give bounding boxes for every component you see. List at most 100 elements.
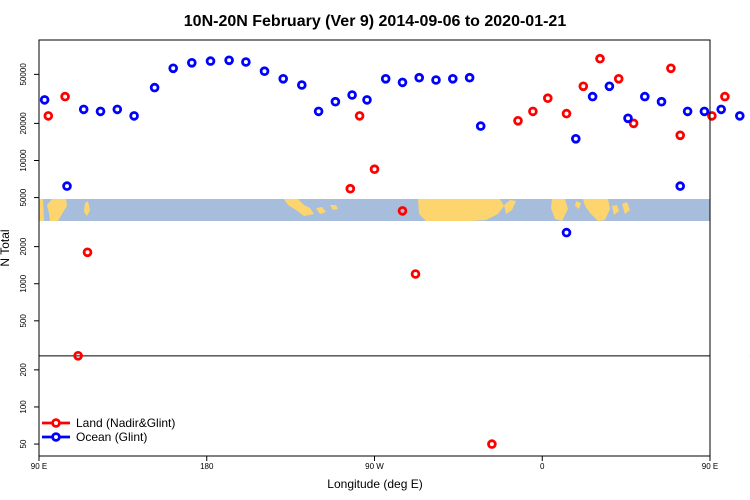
x-axis-label: Longitude (deg E) bbox=[327, 477, 422, 491]
y-axis-label: N Total bbox=[0, 229, 12, 266]
legend-item: Land (Nadir&Glint) bbox=[42, 416, 175, 430]
map-landmass bbox=[316, 207, 326, 214]
land-point bbox=[60, 91, 70, 102]
ocean-point bbox=[187, 57, 197, 68]
ocean-point bbox=[639, 91, 650, 102]
ocean-point bbox=[112, 104, 123, 115]
land-point bbox=[354, 111, 365, 121]
ocean-point bbox=[347, 90, 357, 100]
ocean-point bbox=[431, 75, 441, 85]
land-point bbox=[707, 111, 717, 121]
x-tick-label: 90 W bbox=[365, 462, 384, 471]
ocean-point bbox=[414, 72, 425, 83]
ocean-point bbox=[129, 111, 139, 121]
ocean-point bbox=[604, 81, 615, 92]
ocean-point bbox=[330, 96, 341, 107]
ocean-point bbox=[475, 121, 486, 131]
ocean-point bbox=[734, 111, 745, 121]
land-point bbox=[410, 269, 421, 279]
ocean-point bbox=[95, 106, 106, 117]
map-landmass bbox=[612, 205, 619, 215]
ocean-point bbox=[656, 96, 667, 107]
land-point bbox=[720, 91, 730, 102]
ocean-point bbox=[296, 80, 307, 90]
ocean-point bbox=[78, 104, 89, 115]
land-point bbox=[595, 53, 605, 64]
plot-frame bbox=[38, 39, 711, 457]
ocean-point bbox=[699, 106, 710, 117]
y-axis: 50 100 200 500 1000 2000 5000 10000 20000 50000 bbox=[19, 63, 39, 449]
land-point bbox=[369, 164, 380, 175]
y-tick-label: 50000 bbox=[19, 63, 28, 86]
land-point bbox=[513, 116, 523, 126]
y-tick-label: 1000 bbox=[19, 274, 28, 292]
ocean-point bbox=[447, 74, 458, 84]
map-landmass bbox=[84, 201, 90, 216]
legend-marker bbox=[51, 432, 61, 442]
land-point bbox=[397, 206, 408, 216]
ocean-point bbox=[168, 63, 179, 74]
y-tick-label: 10000 bbox=[19, 149, 28, 172]
y-tick-label: 20000 bbox=[19, 112, 28, 135]
y-tick-label: 200 bbox=[19, 363, 28, 377]
land-point bbox=[528, 106, 538, 117]
ocean-point bbox=[587, 91, 598, 102]
legend: Land (Nadir&Glint)Ocean (Glint) bbox=[42, 416, 175, 444]
ocean-point bbox=[561, 227, 572, 238]
legend-item: Ocean (Glint) bbox=[42, 430, 147, 444]
ocean-point bbox=[39, 95, 50, 105]
map-ocean bbox=[39, 199, 710, 221]
ocean-point bbox=[241, 57, 251, 67]
ocean-point bbox=[464, 72, 475, 83]
land-point bbox=[578, 81, 589, 92]
ocean-point bbox=[675, 181, 685, 191]
ocean-point bbox=[570, 134, 581, 144]
ocean-point bbox=[623, 113, 633, 124]
world-map-band bbox=[39, 199, 710, 221]
land-point bbox=[345, 183, 356, 194]
y-tick-label: 2000 bbox=[19, 237, 28, 255]
x-tick-label: 90 E bbox=[31, 462, 47, 471]
ocean-point bbox=[149, 82, 160, 93]
map-landmass bbox=[504, 200, 516, 214]
y-tick-label: 50 bbox=[19, 439, 28, 448]
ocean-point bbox=[224, 55, 234, 66]
ocean-point bbox=[380, 74, 391, 84]
ocean-point bbox=[682, 106, 693, 117]
ocean-point bbox=[278, 74, 289, 84]
land-point bbox=[675, 130, 685, 141]
map-landmass bbox=[284, 199, 314, 216]
chart-title: 10N-20N February (Ver 9) 2014-09-06 to 2… bbox=[184, 13, 567, 30]
map-landmass bbox=[39, 199, 44, 221]
x-axis: 90 E 180 90 W 0 90 E bbox=[31, 456, 718, 471]
x-tick-label: 90 E bbox=[702, 462, 718, 471]
ocean-point bbox=[62, 181, 72, 191]
land-point bbox=[542, 93, 553, 103]
y-tick-label: 100 bbox=[19, 400, 28, 414]
map-landmass bbox=[330, 205, 338, 210]
land-point bbox=[82, 247, 93, 258]
y-tick-label: 500 bbox=[19, 314, 28, 328]
ocean-point bbox=[716, 104, 726, 115]
land-point bbox=[73, 350, 83, 361]
legend-label: Ocean (Glint) bbox=[76, 430, 147, 444]
land-point bbox=[43, 111, 54, 121]
map-landmass bbox=[575, 201, 581, 209]
map-landmass bbox=[551, 199, 568, 221]
ocean-point bbox=[259, 66, 270, 76]
land-point bbox=[628, 118, 639, 129]
x-tick-label: 180 bbox=[200, 462, 214, 471]
ocean-point bbox=[313, 106, 324, 117]
map-landmass bbox=[418, 199, 504, 221]
ocean-point bbox=[362, 95, 372, 105]
map-landmass bbox=[622, 202, 630, 214]
ocean-point bbox=[397, 77, 408, 88]
land-point bbox=[487, 439, 497, 449]
map-landmass bbox=[583, 199, 610, 221]
legend-marker bbox=[51, 418, 61, 428]
land-point bbox=[613, 74, 624, 84]
ocean-point bbox=[205, 56, 216, 66]
x-tick-label: 0 bbox=[540, 462, 545, 471]
map-landmass bbox=[47, 199, 67, 221]
